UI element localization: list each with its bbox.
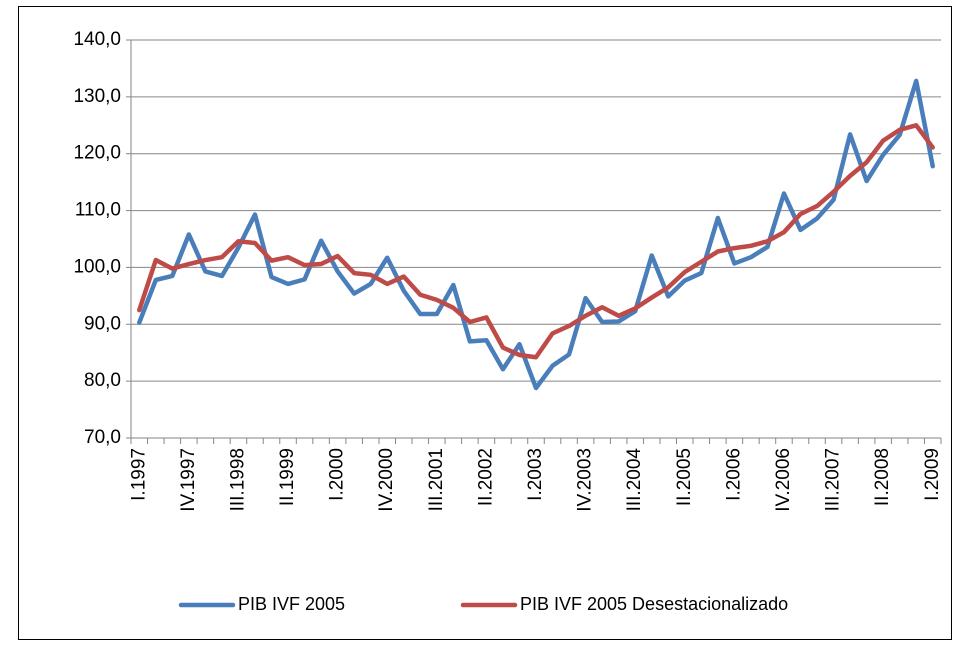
x-tick-label: I.2009 <box>922 448 943 501</box>
x-tick-label: I.2000 <box>327 448 348 501</box>
x-tick-label: II.2002 <box>475 448 496 506</box>
x-tick-label: III.2004 <box>624 448 645 512</box>
x-tick-label: IV.2003 <box>575 448 596 512</box>
y-tick-label: 110,0 <box>75 200 121 221</box>
y-tick-label: 130,0 <box>73 86 121 107</box>
x-tick-label: II.2008 <box>872 448 893 506</box>
y-tick-label: 80,0 <box>84 370 121 391</box>
y-tick-label: 70,0 <box>84 427 121 448</box>
x-tick-label: IV.1997 <box>178 448 199 512</box>
x-tick-label: II.1999 <box>277 448 298 506</box>
x-tick-label: I.1997 <box>128 448 149 501</box>
legend-label: PIB IVF 2005 Desestacionalizado <box>520 594 788 614</box>
x-tick-label: I.2006 <box>723 448 744 501</box>
x-tick-label: III.2007 <box>823 448 844 511</box>
x-tick-label: IV.2006 <box>773 448 794 512</box>
x-tick-label: III.1998 <box>227 448 248 511</box>
line-series <box>137 123 935 360</box>
x-tick-label: IV.2000 <box>376 448 397 512</box>
y-tick-label: 90,0 <box>84 313 121 334</box>
chart-border <box>18 6 952 640</box>
x-tick-label: II.2005 <box>674 448 695 506</box>
x-tick-label: III.2001 <box>426 448 447 511</box>
y-tick-label: 100,0 <box>73 256 121 277</box>
y-tick-label: 120,0 <box>73 143 121 164</box>
x-tick-label: I.2003 <box>525 448 546 501</box>
legend-label: PIB IVF 2005 <box>238 594 345 614</box>
y-tick-label: 140,0 <box>73 29 121 50</box>
line-series <box>137 78 935 391</box>
